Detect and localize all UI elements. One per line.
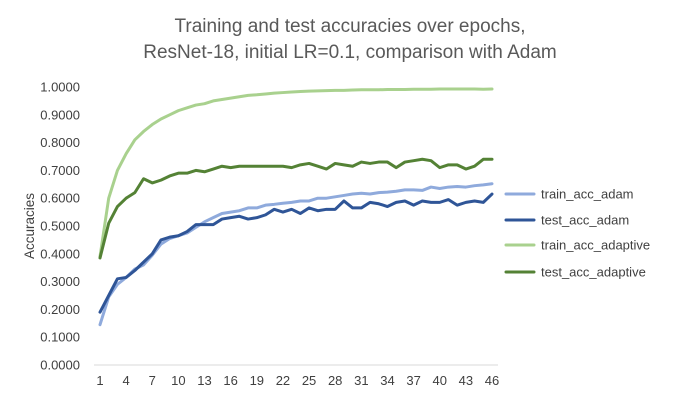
series-line-test-acc-adaptive <box>98 157 494 260</box>
y-tick-label: 0.6000 <box>40 191 80 206</box>
x-tick-label: 46 <box>485 373 499 388</box>
x-tick-label: 7 <box>149 373 156 388</box>
legend: train_acc_adam test_acc_adam train_acc_ada… <box>504 187 650 280</box>
y-tick-label: 0.3000 <box>40 274 80 289</box>
x-tick-label: 13 <box>197 373 211 388</box>
x-tick-label: 1 <box>96 373 103 388</box>
x-tick-label: 10 <box>171 373 185 388</box>
y-tick-label: 1.0000 <box>40 80 80 95</box>
x-axis-ticks: 1 4 7 10 13 16 19 22 25 28 31 34 37 40 43 46 <box>96 373 499 388</box>
x-tick-label: 16 <box>223 373 237 388</box>
x-tick-label: 34 <box>380 373 394 388</box>
x-tick-label: 40 <box>432 373 446 388</box>
chart-title-line-1: Training and test accuracies over epochs… <box>175 16 526 37</box>
series-line-train-acc-adam <box>98 182 494 327</box>
y-tick-label: 0.8000 <box>40 135 80 150</box>
chart-title: Training and test accuracies over epochs… <box>143 16 556 63</box>
y-tick-label: 0.4000 <box>40 246 80 261</box>
x-tick-label: 28 <box>328 373 342 388</box>
series-lines <box>98 87 494 327</box>
x-tick-label: 31 <box>354 373 368 388</box>
x-tick-label: 25 <box>302 373 316 388</box>
x-tick-label: 43 <box>459 373 473 388</box>
x-tick-label: 37 <box>406 373 420 388</box>
x-tick-label: 19 <box>250 373 264 388</box>
series-line-train-acc-adaptive <box>98 87 494 259</box>
y-tick-label: 0.2000 <box>40 302 80 317</box>
y-tick-label: 0.5000 <box>40 219 80 234</box>
legend-label-test-acc-adam: test_acc_adam <box>541 213 629 228</box>
y-axis-label: Accuracies <box>22 193 37 259</box>
legend-label-test-acc-adaptive: test_acc_adaptive <box>541 265 646 280</box>
x-tick-label: 4 <box>123 373 130 388</box>
series-line-test-acc-adam <box>98 192 494 314</box>
y-tick-label: 0.1000 <box>40 330 80 345</box>
chart-title-line-2: ResNet-18, initial LR=0.1, comparison wi… <box>143 42 556 63</box>
x-tick-label: 22 <box>276 373 290 388</box>
legend-label-train-acc-adam: train_acc_adam <box>541 187 634 202</box>
y-tick-label: 0.9000 <box>40 107 80 122</box>
y-tick-label: 0.7000 <box>40 163 80 178</box>
y-axis-ticks: 0.0000 0.1000 0.2000 0.3000 0.4000 0.5000 0.60… <box>40 80 80 373</box>
legend-label-train-acc-adaptive: train_acc_adaptive <box>541 238 650 253</box>
y-tick-label: 0.0000 <box>40 358 80 373</box>
